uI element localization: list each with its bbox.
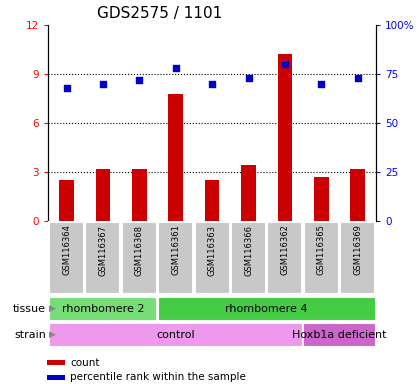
Bar bbox=[340, 222, 375, 294]
Bar bbox=[278, 55, 292, 221]
Text: GSM116363: GSM116363 bbox=[207, 225, 217, 276]
Text: rhombomere 4: rhombomere 4 bbox=[226, 304, 308, 314]
Text: GSM116369: GSM116369 bbox=[353, 225, 362, 275]
Bar bbox=[205, 180, 219, 221]
Text: tissue: tissue bbox=[13, 304, 46, 314]
Bar bbox=[268, 222, 302, 294]
Text: GDS2575 / 1101: GDS2575 / 1101 bbox=[97, 6, 222, 21]
Bar bbox=[194, 222, 230, 294]
Point bbox=[100, 81, 106, 87]
Bar bbox=[304, 222, 339, 294]
Bar bbox=[158, 297, 375, 321]
Text: Hoxb1a deficient: Hoxb1a deficient bbox=[292, 330, 387, 340]
Bar bbox=[96, 169, 110, 221]
Bar bbox=[350, 169, 365, 221]
Text: control: control bbox=[156, 330, 195, 340]
Text: GSM116362: GSM116362 bbox=[281, 225, 289, 275]
Bar bbox=[47, 375, 65, 380]
Text: GSM116368: GSM116368 bbox=[135, 225, 144, 276]
Bar bbox=[314, 177, 328, 221]
Text: GSM116364: GSM116364 bbox=[62, 225, 71, 275]
Bar bbox=[49, 323, 303, 347]
Point bbox=[318, 81, 325, 87]
Text: percentile rank within the sample: percentile rank within the sample bbox=[70, 372, 246, 382]
Bar bbox=[122, 222, 157, 294]
Point bbox=[245, 75, 252, 81]
Text: ▶: ▶ bbox=[49, 304, 56, 313]
Bar bbox=[132, 169, 147, 221]
Bar bbox=[49, 297, 157, 321]
Point bbox=[354, 75, 361, 81]
Bar bbox=[49, 222, 84, 294]
Bar bbox=[241, 166, 256, 221]
Text: count: count bbox=[70, 358, 100, 367]
Bar bbox=[304, 323, 375, 347]
Bar bbox=[85, 222, 121, 294]
Text: ▶: ▶ bbox=[49, 330, 56, 339]
Bar bbox=[59, 180, 74, 221]
Bar bbox=[158, 222, 193, 294]
Point bbox=[172, 65, 179, 71]
Bar bbox=[47, 360, 65, 365]
Bar bbox=[231, 222, 266, 294]
Text: GSM116366: GSM116366 bbox=[244, 225, 253, 276]
Point bbox=[209, 81, 215, 87]
Point bbox=[63, 84, 70, 91]
Point bbox=[136, 77, 143, 83]
Bar bbox=[168, 94, 183, 221]
Text: GSM116367: GSM116367 bbox=[98, 225, 108, 276]
Point bbox=[281, 61, 288, 67]
Text: rhombomere 2: rhombomere 2 bbox=[62, 304, 144, 314]
Text: GSM116365: GSM116365 bbox=[317, 225, 326, 275]
Text: GSM116361: GSM116361 bbox=[171, 225, 180, 275]
Text: strain: strain bbox=[14, 330, 46, 340]
